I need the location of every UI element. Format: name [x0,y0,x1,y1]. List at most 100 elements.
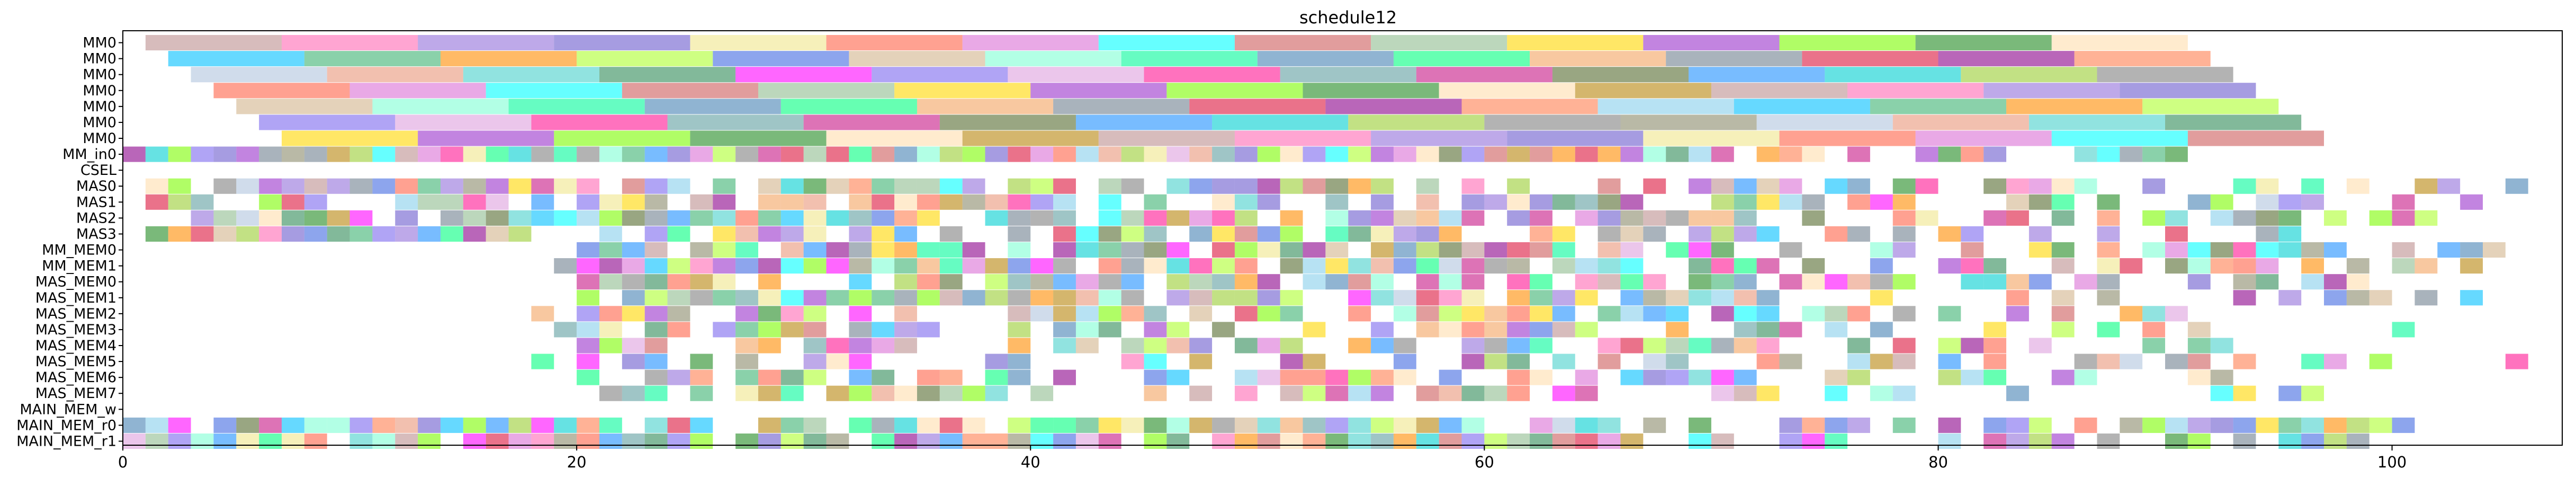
task-bar [1643,130,1780,146]
task-bar [2097,242,2120,258]
task-bar [2301,178,2324,194]
task-bar [1144,322,1167,338]
task-bar [1756,290,1780,306]
task-bar [2233,354,2256,369]
task-bar [281,130,418,146]
task-bar [1484,354,1507,369]
task-bar [1371,146,1394,162]
task-bar [713,194,736,210]
task-bar [1756,194,1780,210]
task-bar [780,290,804,306]
task-bar [894,322,917,338]
task-bar [1325,369,1349,385]
task-bar [145,417,168,433]
task-bar [962,178,985,194]
task-bar [1416,210,1439,226]
task-bar [1530,306,1552,322]
task-bar [1371,385,1394,401]
task-bar [304,194,327,210]
task-bar [713,210,736,226]
task-bar [1212,114,1349,130]
task-bar [418,194,441,210]
task-bar [1620,258,1644,274]
task-bar [1779,178,1802,194]
task-bar [872,417,895,433]
y-tick-label: MAS_MEM4 [35,338,116,354]
task-bar [1689,338,1711,354]
task-bar [1507,354,1530,369]
task-bar [1393,51,1530,67]
task-bar [939,290,963,306]
task-bar [395,417,418,433]
task-bar [1530,242,1552,258]
task-bar [2505,178,2528,194]
task-bar [599,306,622,322]
task-bar [2346,417,2369,433]
task-bar [1189,226,1213,242]
task-bar [1030,210,1054,226]
task-bar [1098,35,1235,51]
task-bar [1348,385,1371,401]
task-bar [1212,290,1235,306]
task-bar [1008,338,1031,354]
task-bar [1779,274,1802,290]
task-bar [1461,354,1485,369]
task-bar [1756,354,1780,369]
task-bar [2278,385,2302,401]
task-bar [1734,322,1757,338]
task-bar [1847,146,1870,162]
task-bar [1053,274,1076,290]
task-bar [191,210,214,226]
task-bar [849,51,985,67]
task-bar [1507,35,1644,51]
task-bar [826,354,849,369]
task-bar [1303,146,1326,162]
task-bar [2233,385,2256,401]
task-bar [1892,114,2029,130]
task-bar [1121,354,1144,369]
task-bar [1711,242,1734,258]
task-bar [962,242,985,258]
task-bar [622,83,758,99]
task-bar [1008,433,1031,449]
task-bar [1575,290,1598,306]
task-bar [2051,178,2075,194]
task-bar [1439,83,1575,99]
task-bar [1166,242,1190,258]
task-bar [1507,130,1644,146]
task-bar [2120,258,2143,274]
task-bar [1756,178,1780,194]
task-bar [1507,433,1530,449]
task-bar [1371,35,1507,51]
task-bar [690,369,713,385]
task-bar [1348,178,1371,194]
task-bar [713,242,736,258]
task-bar [1461,210,1485,226]
task-bar [259,146,282,162]
task-bar [1053,99,1190,114]
task-bar [2346,258,2369,274]
task-bar [531,417,554,433]
task-bar [690,35,827,51]
task-bar [826,130,963,146]
task-bar [622,242,645,258]
task-bar [1961,242,1984,258]
task-bar [1098,210,1121,226]
task-bar [622,354,645,369]
task-bar [1234,417,1258,433]
task-bar [1507,306,1530,322]
task-bar [168,51,304,67]
task-bar [486,146,509,162]
task-bar [962,385,985,401]
task-bar [713,146,736,162]
task-bar [2165,417,2188,433]
task-bar [2165,210,2188,226]
task-bar [1030,306,1054,322]
task-bar [849,146,872,162]
task-bar [939,369,963,385]
task-bar [2165,258,2188,274]
task-bar [872,67,1008,83]
task-bar [395,146,418,162]
task-bar [1280,67,1416,83]
task-bar [758,83,895,99]
